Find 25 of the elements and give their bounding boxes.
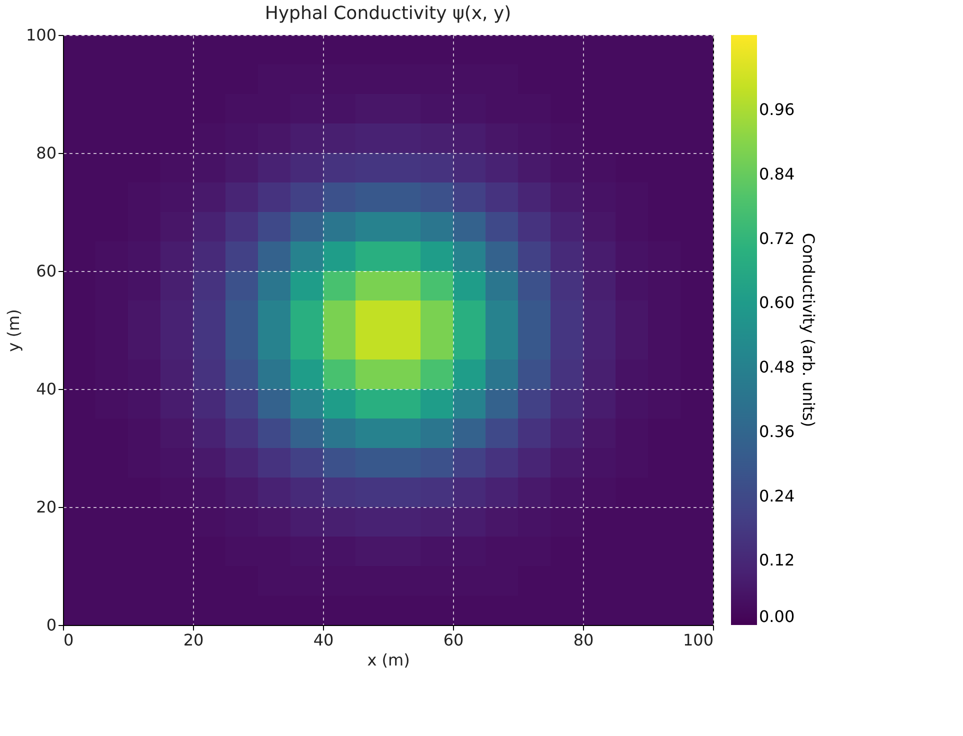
color-bar-label: 0.00: [759, 607, 795, 626]
color-bar-label: 0.72: [759, 228, 795, 248]
x-tick-label: 100: [682, 630, 714, 650]
x-tick-label: 0: [64, 630, 74, 650]
color-bar-label: 0.12: [759, 550, 795, 570]
y-tick-label: 100: [26, 26, 56, 44]
x-axis-title: x (m): [367, 650, 410, 670]
x-tick-label: 20: [183, 630, 204, 650]
x-tick-label: 40: [313, 630, 334, 650]
y-tick-label: 40: [36, 380, 56, 398]
chart-title: Hyphal Conductivity ψ(x, y): [264, 3, 512, 24]
y-tick-label: 60: [36, 262, 56, 280]
x-tick-label: 80: [573, 630, 594, 650]
y-axis-title: y (m): [4, 309, 23, 352]
x-tick-label: 60: [443, 630, 464, 650]
color-bar-label: 0.48: [759, 358, 795, 377]
color-bar-title: Conductivity (arb. units): [799, 232, 818, 428]
color-bar-label: 0.24: [759, 486, 795, 506]
color-bar-label: 0.84: [759, 164, 795, 184]
y-tick-label: 0: [46, 616, 56, 634]
y-tick-label: 20: [36, 498, 56, 516]
color-bar-label: 0.60: [759, 293, 795, 312]
color-bar-label: 0.36: [759, 422, 795, 441]
y-tick-label: 80: [36, 144, 56, 162]
color-bar-label: 0.96: [759, 100, 795, 120]
